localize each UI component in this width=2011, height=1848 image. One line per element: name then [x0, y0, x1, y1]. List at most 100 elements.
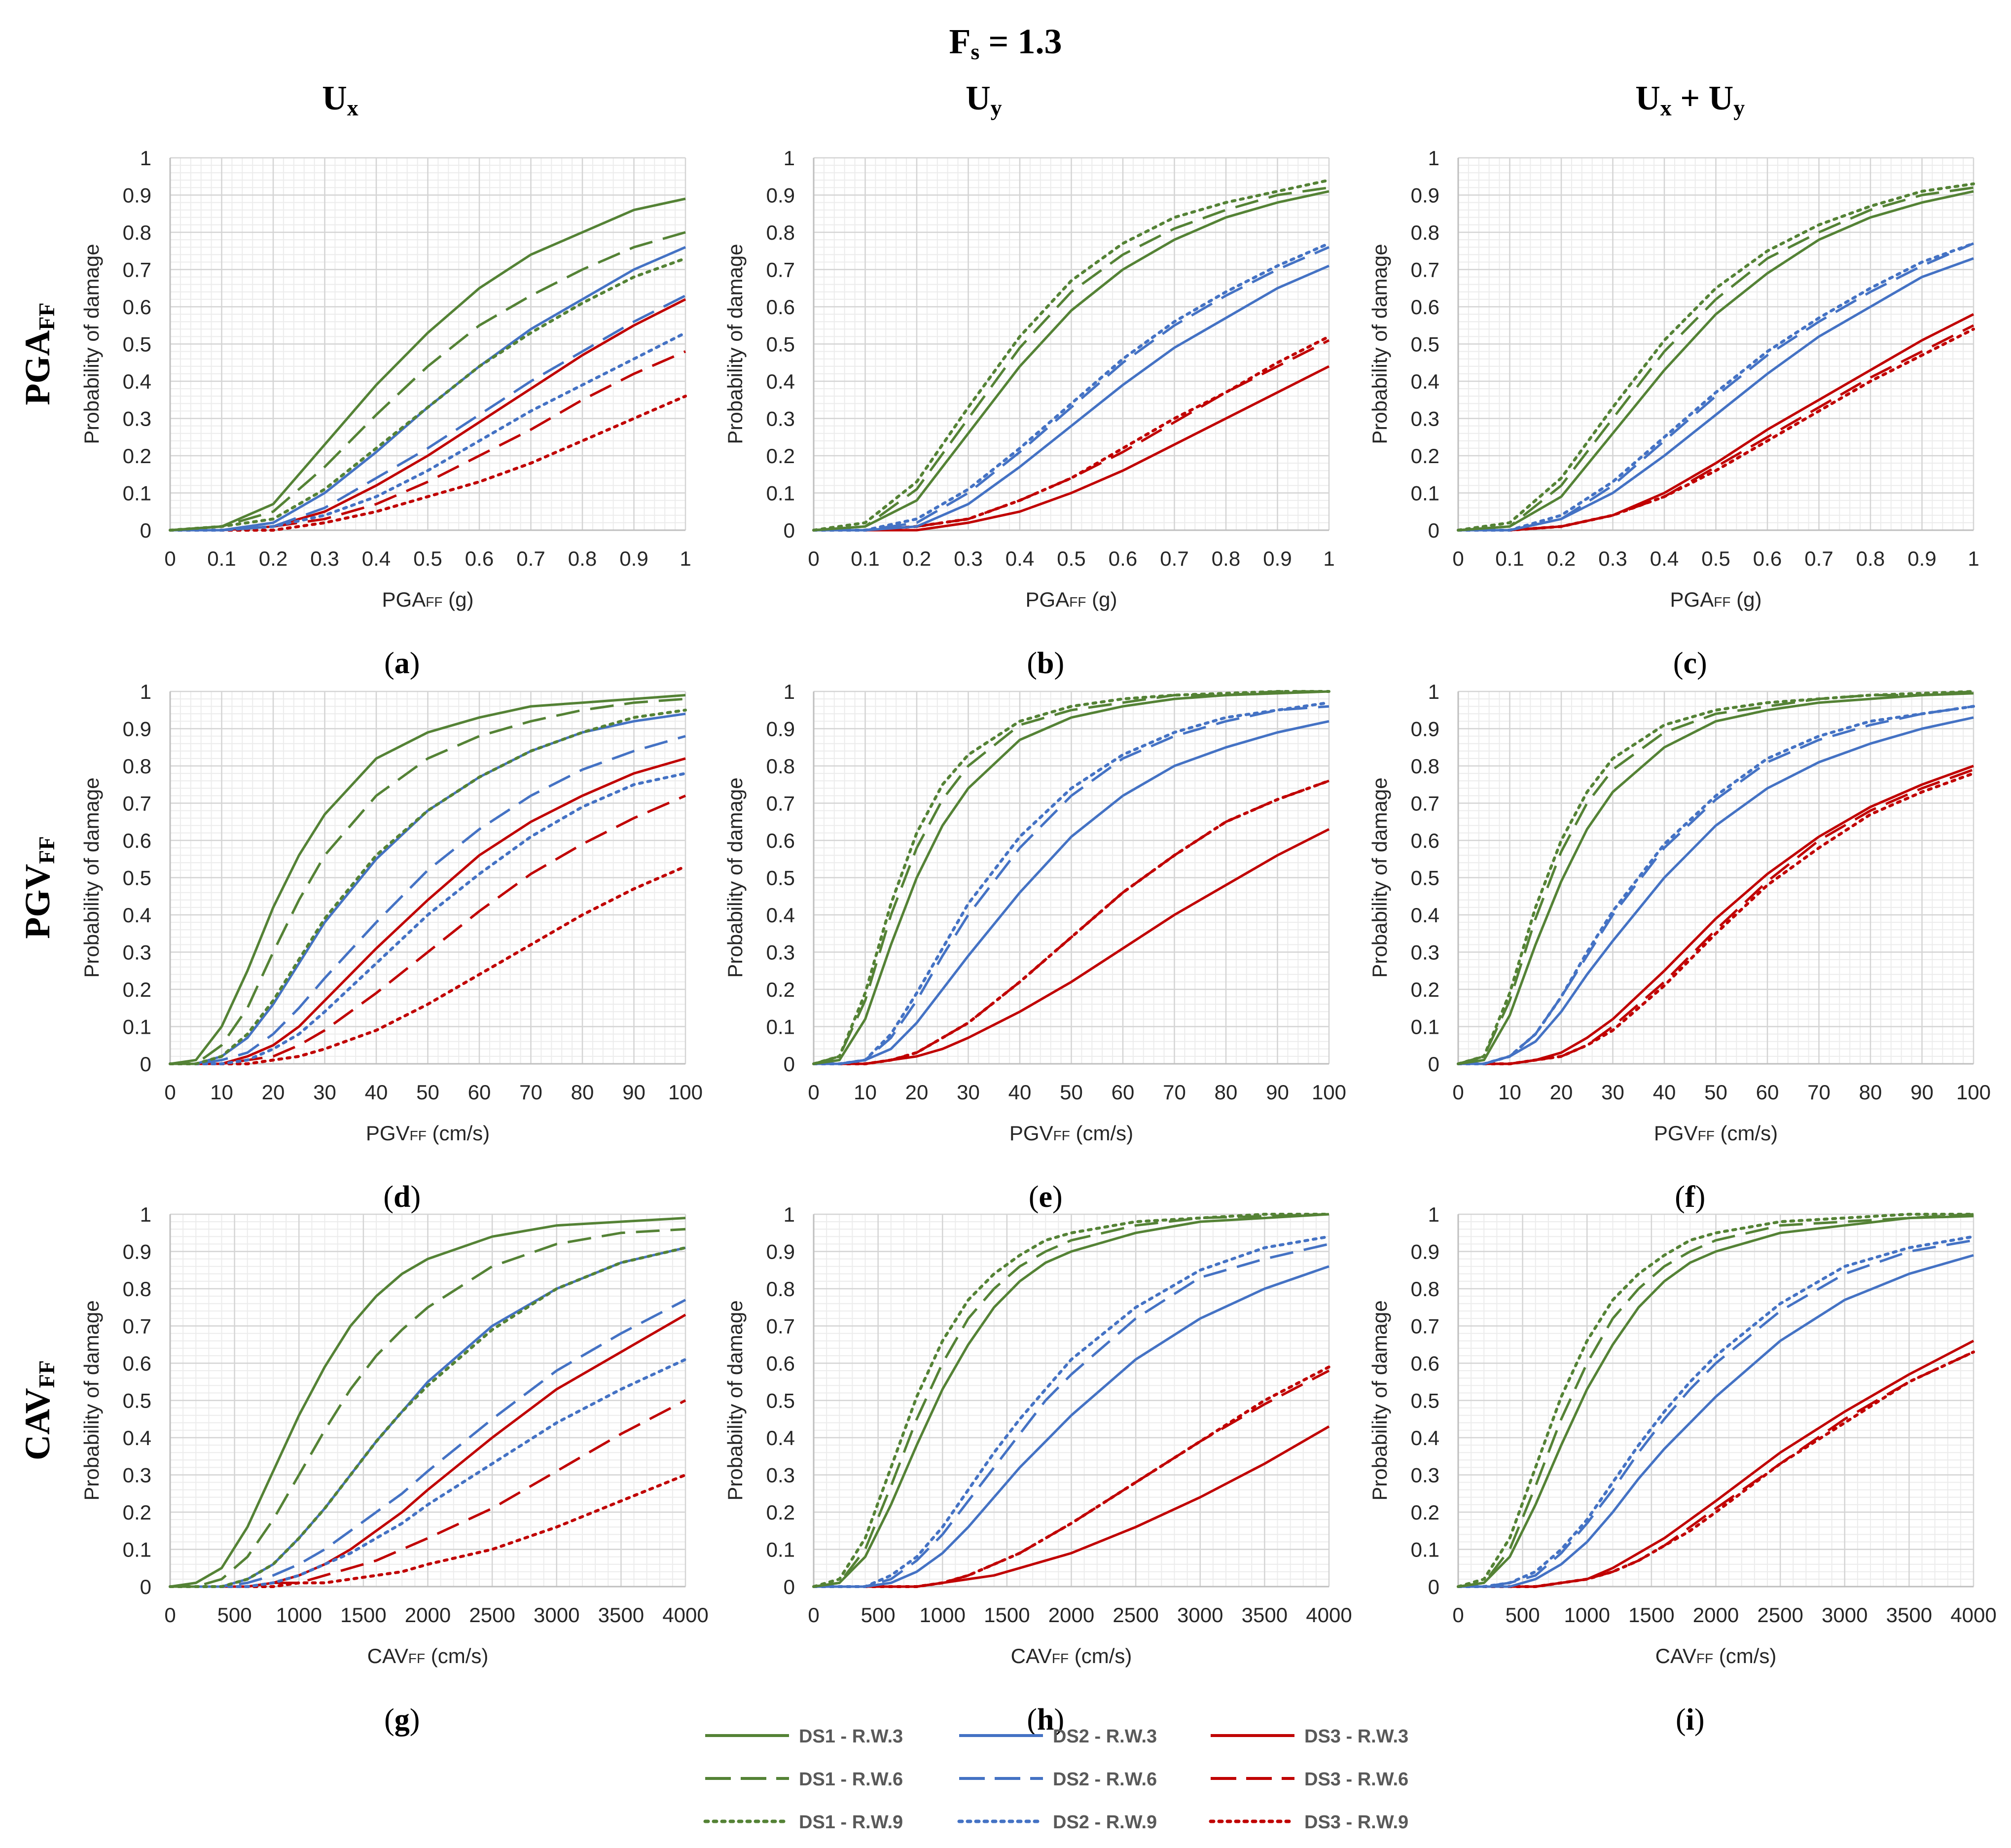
row-header-label: PGAFF: [18, 302, 59, 405]
x-tick-label: 0: [164, 1603, 176, 1627]
x-axis-title: PGAFF (g): [382, 588, 474, 611]
x-axis-title: PGAFF (g): [1026, 588, 1117, 611]
series-line-ds2-r-w-9: [169, 772, 687, 1065]
series-line-ds1-r-w-3: [1458, 692, 1974, 1065]
y-tick-label: 0.4: [123, 1426, 151, 1449]
y-tick-label: 1: [784, 680, 795, 703]
x-tick-label: 2000: [405, 1603, 451, 1627]
x-tick-label: 0.6: [1109, 547, 1137, 570]
y-tick-label: 1: [140, 680, 151, 703]
x-tick-label: 60: [1756, 1081, 1779, 1104]
series-line-ds3-r-w-6: [170, 1399, 686, 1588]
x-tick-label: 0.4: [1650, 547, 1679, 570]
y-tick-label: 0.9: [1411, 718, 1439, 741]
x-tick-label: 20: [1550, 1081, 1573, 1104]
series-line-ds1-r-w-3: [170, 694, 686, 1065]
y-tick-label: 0.6: [123, 1352, 151, 1375]
y-tick-label: 0.6: [1411, 295, 1439, 319]
legend-label: DS1 - R.W.3: [799, 1726, 903, 1747]
y-tick-label: 0: [1428, 1052, 1439, 1076]
y-tick-label: 0: [784, 1575, 795, 1598]
y-tick-label: 0.8: [766, 755, 795, 778]
y-tick-label: 0.8: [766, 1277, 795, 1301]
y-axis-title: Probability of damage: [80, 777, 103, 978]
y-tick-label: 0.7: [123, 1315, 151, 1338]
x-tick-label: 0.5: [1057, 547, 1085, 570]
x-tick-label: 1: [1968, 547, 1979, 570]
x-tick-label: 4000: [662, 1603, 708, 1627]
y-tick-label: 0.6: [1411, 829, 1439, 852]
x-tick-label: 70: [519, 1081, 542, 1104]
series-line-ds2-r-w-3: [1458, 1254, 1974, 1588]
x-tick-label: 90: [1266, 1081, 1289, 1104]
y-tick-label: 1: [1428, 1203, 1439, 1226]
x-tick-label: 0.1: [207, 547, 236, 570]
x-tick-label: 1: [1323, 547, 1334, 570]
legend-label: DS3 - R.W.9: [1304, 1812, 1408, 1833]
y-tick-label: 0.7: [1411, 258, 1439, 282]
x-tick-label: 2500: [1757, 1603, 1803, 1627]
row-header: PGVFF: [18, 836, 59, 939]
x-tick-label: 0.3: [954, 547, 982, 570]
x-tick-label: 10: [854, 1081, 877, 1104]
x-tick-label: 90: [1910, 1081, 1934, 1104]
x-tick-label: 2500: [1113, 1603, 1158, 1627]
y-axis-title: Probability of damage: [80, 244, 103, 444]
y-axis-title: Probability of damage: [1368, 777, 1391, 978]
series-line-ds2-r-w-6: [170, 1299, 686, 1588]
chart-panel-h: 0 500 1000 1500 2000 2500 3000 3500 4000 0 0.1 0.2 0…: [723, 1203, 1352, 1737]
y-tick-label: 0.9: [123, 184, 151, 207]
x-tick-label: 1000: [1564, 1603, 1610, 1627]
y-axis-title: Probability of damage: [80, 1300, 103, 1500]
series-line-ds2-r-w-6: [170, 735, 686, 1065]
y-tick-label: 0.7: [1411, 792, 1439, 815]
x-tick-label: 100: [1956, 1081, 1991, 1104]
x-tick-label: 0: [1452, 1081, 1464, 1104]
y-tick-label: 0.5: [1411, 1389, 1439, 1413]
x-tick-label: 0.3: [310, 547, 339, 570]
x-tick-label: 500: [217, 1603, 252, 1627]
series-line-ds2-r-w-6: [814, 246, 1329, 532]
x-tick-label: 40: [1008, 1081, 1032, 1104]
y-tick-label: 0.2: [123, 1501, 151, 1524]
y-tick-label: 0.9: [766, 718, 795, 741]
y-axis-title: Probability of damage: [723, 244, 747, 444]
x-tick-label: 0.7: [1160, 547, 1188, 570]
legend-label: DS3 - R.W.6: [1304, 1769, 1408, 1790]
y-tick-label: 0.1: [123, 482, 151, 505]
y-axis-title-group: Probability of damage: [1368, 777, 1391, 978]
y-tick-label: 0.1: [123, 1015, 151, 1039]
y-tick-label: 0.2: [1411, 1501, 1439, 1524]
column-header: Uy: [966, 79, 1002, 120]
series-line-ds1-r-w-9: [812, 179, 1330, 532]
x-tick-label: 60: [468, 1081, 491, 1104]
x-tick-label: 0: [1452, 1603, 1464, 1627]
x-axis-title: CAVFF (cm/s): [1655, 1644, 1777, 1667]
x-tick-label: 100: [1312, 1081, 1346, 1104]
y-tick-label: 0.7: [766, 258, 795, 282]
series-line-ds3-r-w-9: [1457, 327, 1975, 532]
y-tick-label: 0: [140, 1052, 151, 1076]
y-tick-label: 0.3: [1411, 407, 1439, 431]
y-tick-label: 1: [784, 1203, 795, 1226]
y-tick-label: 0.7: [766, 792, 795, 815]
panel-label: (c): [1673, 647, 1707, 680]
figure-title: Fs = 1.3: [949, 22, 1062, 64]
series-line-ds3-r-w-9: [1457, 772, 1975, 1065]
x-tick-label: 0: [164, 547, 176, 570]
x-tick-label: 30: [1601, 1081, 1624, 1104]
series-line-ds2-r-w-3: [814, 264, 1329, 532]
x-tick-label: 3500: [1242, 1603, 1288, 1627]
x-tick-label: 0.8: [568, 547, 597, 570]
y-tick-label: 0.7: [123, 258, 151, 282]
series-line-ds1-r-w-9: [1457, 690, 1975, 1065]
y-axis-title: Probability of damage: [1368, 1300, 1391, 1500]
y-tick-label: 0.3: [1411, 1464, 1439, 1487]
series-line-ds1-r-w-9: [812, 1213, 1330, 1588]
x-axis-title: PGVFF (cm/s): [1654, 1122, 1778, 1145]
x-tick-label: 90: [622, 1081, 646, 1104]
y-tick-label: 0.5: [766, 333, 795, 356]
x-tick-label: 0: [164, 1081, 176, 1104]
series-line-ds3-r-w-6: [814, 779, 1329, 1065]
y-tick-label: 0.5: [766, 867, 795, 890]
